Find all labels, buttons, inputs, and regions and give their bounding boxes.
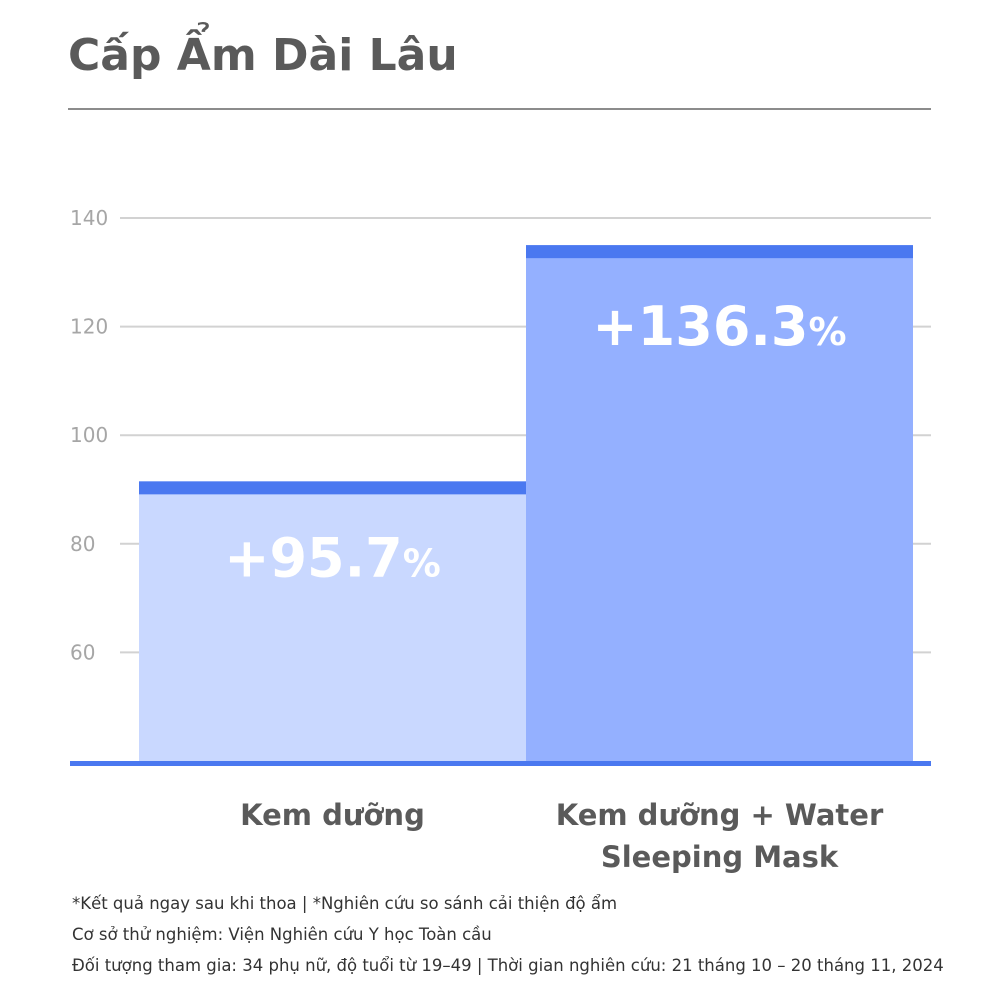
bar-cap-1 (526, 245, 913, 259)
category-label-kem-duong-water-sleeping-mask: Kem dưỡng + Water Sleeping Mask (526, 794, 913, 878)
data-label-0: +95.7% (224, 526, 441, 589)
category-label-line: Kem dưỡng (240, 798, 425, 832)
category-label-line: Sleeping Mask (600, 840, 839, 874)
page-title: Cấp Ẩm Dài Lâu (68, 30, 458, 81)
y-tick-label-120: 120 (70, 315, 108, 339)
footnote-result: *Kết quả ngay sau khi thoa | *Nghiên cứu… (72, 894, 618, 913)
bar-0 (139, 481, 526, 761)
title-divider (68, 108, 931, 110)
y-tick-label-100: 100 (70, 423, 108, 447)
footnotes: *Kết quả ngay sau khi thoa | *Nghiên cứu… (72, 888, 944, 981)
bar-1 (526, 245, 913, 761)
bar-cap-0 (139, 481, 526, 495)
footnote-facility: Cơ sở thử nghiệm: Viện Nghiên cứu Y học … (72, 925, 492, 944)
y-tick-label-80: 80 (70, 532, 95, 556)
category-label-kem-duong: Kem dưỡng (139, 794, 526, 836)
footnote-participants: Đối tượng tham gia: 34 phụ nữ, độ tuổi t… (72, 956, 944, 975)
y-tick-label-60: 60 (70, 640, 95, 664)
bar-chart: 60 80 100 120 140 +95.7% +136.3% (70, 206, 931, 766)
x-axis-baseline (70, 761, 931, 766)
y-tick-label-140: 140 (70, 206, 108, 230)
data-label-1: +136.3% (592, 295, 846, 358)
category-label-line: Kem dưỡng + Water (555, 798, 884, 832)
